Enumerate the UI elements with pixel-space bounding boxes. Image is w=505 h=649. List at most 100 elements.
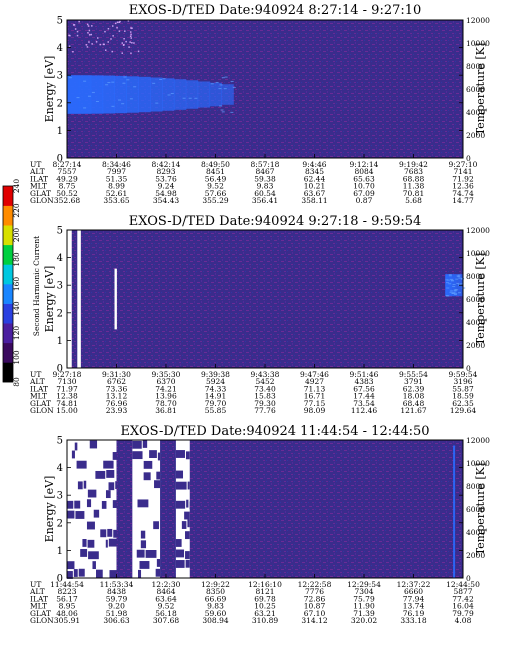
panel-1-feature-band-0-slice (221, 84, 234, 105)
panel-2-feature-blob-3-slice (456, 274, 459, 297)
panel-1-feature-speckle-1-dot (111, 50, 113, 53)
panel-3-table-cell: 10.87 (304, 602, 326, 611)
panel-3-ytick-label: 3 (57, 491, 63, 502)
panel-1-feature-speckle-1-dot (116, 21, 119, 24)
panel-2-ylabel: Energy [eV] (43, 266, 56, 333)
panel-1-feature-speckle-1-dot (123, 43, 125, 46)
panel-2-feature-blob-3-slice (447, 274, 450, 297)
panel-1-table-cell: 8:34:46 (102, 160, 131, 169)
panel-3-table-cell: 12:9:22 (201, 580, 230, 589)
panel-3-table-cell: 308.94 (202, 616, 228, 625)
panel-1-table-cell: 50.52 (56, 189, 78, 198)
panel-1-feature-band-0-grain (91, 91, 95, 93)
panel-2-ytick-right-label: 0 (466, 364, 471, 373)
panel-2-table-cell: 77.76 (254, 406, 276, 415)
panel-3-table-cell: 67.10 (304, 609, 326, 618)
panel-1-table-cell: 51.35 (106, 174, 128, 183)
panel-3-table-cell: 66.69 (205, 594, 227, 603)
panel-2-feature-blob-3-grain (446, 287, 450, 289)
panel-2-feature-blob-3-grain (452, 283, 456, 285)
colorbar-frame (2, 185, 14, 383)
panel-3-table-cell: 7304 (354, 587, 373, 596)
panel-3-table-cell: 11:44:54 (50, 580, 84, 589)
panel-3-table-cell: 51.98 (106, 609, 128, 618)
panel-3-feature-gap-0-patch (107, 528, 113, 537)
panel-3-feature-gap-0-patch (108, 538, 117, 547)
panel-3-feature-gap-1-patch (140, 540, 147, 549)
colorbar-block (3, 244, 13, 265)
panel-1-feature-band-0-grain (126, 79, 130, 81)
panel-1-feature-speckle-1 (68, 20, 140, 54)
panel-3-feature-gap-0-patch (103, 460, 114, 469)
colorbar-tick-label: 200 (12, 228, 21, 243)
panel-3-feature-gap-1-patch (154, 480, 161, 489)
panel-3-feature-gap-2-patch (187, 481, 190, 490)
panel-2-table-cell: 79.70 (205, 399, 227, 408)
panel-2-table-cell: 3196 (453, 377, 472, 386)
panel-1-feature-speckle-1-dot (86, 23, 89, 26)
panel-1-yticks-right: 0 2000 4000 6000 8000 10000 12000 (466, 16, 490, 163)
panel-2-feature-blob-3-grain (454, 292, 458, 294)
panel-1-feature-speckle-1-dot (97, 37, 99, 39)
panel-3-table-label: UT (30, 580, 41, 589)
panel-3-feature-gap-2-patch (175, 560, 185, 568)
panel-1-feature-speckle-1-dot (127, 20, 130, 22)
panel-2-table-cell: 68.48 (403, 399, 425, 408)
panel-1-feature-band-0-slice (185, 80, 199, 109)
panel-2-table-cell: 73.54 (353, 399, 375, 408)
panel-2-table-label: ILAT (30, 384, 48, 393)
panel-3-yticks: 0 1 2 3 4 5 (57, 436, 463, 585)
panel-1-table-cell: 60.54 (254, 189, 276, 198)
panel-2-table-cell: 15.00 (56, 406, 78, 415)
panel-1-ytick-right-label: 10000 (466, 39, 490, 48)
panel-1-feature-speckle-1-dot (121, 42, 124, 44)
panel-1-feature-band-0-grain (230, 111, 234, 113)
panel-3-table-label: ALT (29, 587, 45, 596)
panel-2-table-label: ALT (29, 377, 45, 386)
panel-3-table-cell: 306.63 (103, 616, 129, 625)
panel-1-feature-speckle-1-dot (121, 52, 123, 54)
panel-2-ytick-label: 3 (57, 281, 63, 292)
panel-3-table-cell: 59.60 (205, 609, 227, 618)
panel-2-table-cell: 79.30 (254, 399, 276, 408)
panel-3-feature-gap-0-patch (112, 452, 117, 460)
panel-1-table-cell: 8467 (255, 167, 274, 176)
panel-1-feature-speckle-1-dot (130, 33, 132, 36)
panel-2-feature-blob-3-grain (453, 290, 457, 292)
panel-3-ytick-right-label: 4000 (466, 528, 485, 537)
panel-2-feature-blob-3-grain (445, 279, 449, 281)
panel-1-feature-speckle-1-dot (128, 46, 130, 48)
panel-3-table-cell: 305.91 (54, 616, 80, 625)
panel-2-plot (66, 229, 466, 369)
panel-3-feature-gap-0-patch (74, 500, 81, 509)
panel-3-feature-gap-2-patch (186, 499, 189, 508)
panel-1-feature-speckle-1-dot (85, 44, 88, 46)
panel-3-ytick-right-label: 0 (466, 574, 471, 583)
panel-3-table-label: ILAT (30, 594, 48, 603)
panel-1-feature-band-0-grain (117, 99, 121, 101)
panel-1-feature-band-0-slice (138, 76, 151, 113)
panel-1-feature-speckle-1-dot (119, 20, 121, 23)
panel-3-feature-gap-2-patch (184, 511, 190, 520)
panel-3-feature-gap-2-patch (175, 470, 184, 479)
panel-3-table-cell: 4.08 (455, 616, 472, 625)
panel-1-feature-band-0-grain (220, 109, 224, 111)
panel-2: EXOS-D/TED Date:940924 9:27:18 - 9:59:54… (29, 214, 490, 415)
panel-1-feature-band-0-slice (67, 75, 80, 114)
panel-3-feature-gap-1-patch (149, 450, 157, 459)
panel-1-table-cell: 9:27:10 (449, 160, 478, 169)
panel-3-feature-gap-0-patch (101, 500, 107, 509)
panel-1-feature-speckle-1-dot (129, 35, 132, 38)
panel-1-table-cell: 8084 (354, 167, 373, 176)
panel-2-feature-blob-3-grain (460, 278, 464, 280)
panel-1-feature-speckle-1-dot (76, 30, 79, 33)
panel-2-feature-blob-3-grain (449, 278, 453, 280)
panel-2-table-cell: 9:55:54 (399, 370, 428, 379)
panel-2-feature-blob-3-grain (456, 275, 460, 277)
panel-1-table-cell: 354.43 (153, 196, 179, 205)
panel-2-table-cell: 55.87 (452, 384, 474, 393)
panel-3-plot (66, 439, 464, 579)
panel-3-table-cell: 56.18 (155, 609, 177, 618)
